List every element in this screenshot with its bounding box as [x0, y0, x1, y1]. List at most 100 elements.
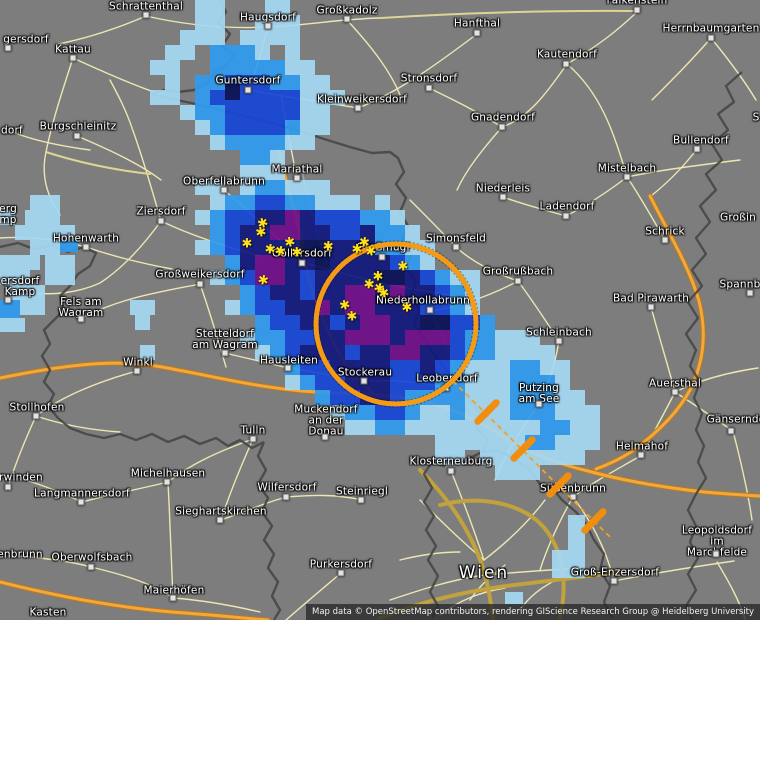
radar-cell	[270, 345, 285, 360]
map-canvas[interactable]: Schrattenthal Haugsdorf Großkadolz Falkenst…	[0, 0, 760, 620]
town-label: Oberwolfsbach	[51, 551, 133, 564]
radar-cell	[255, 315, 270, 330]
radar-cell	[555, 375, 570, 390]
town-label: Oberfellabrunn	[183, 175, 265, 188]
radar-cell	[480, 315, 495, 330]
town-marker	[535, 400, 543, 408]
town-label: Stetteldorf am Wagram	[192, 328, 258, 351]
town-label: Kautendorf	[536, 48, 598, 61]
town-marker	[562, 60, 570, 68]
radar-cell	[240, 225, 270, 240]
lightning-icon: ✱	[322, 239, 334, 255]
town-label: Guntersdorf	[215, 74, 281, 87]
radar-cell	[240, 30, 300, 45]
radar-cell	[405, 405, 420, 420]
radar-cell	[255, 285, 270, 300]
radar-cell	[210, 135, 225, 150]
town-label: Schleinbach	[526, 326, 592, 339]
radar-cell	[255, 345, 270, 360]
radar-cell	[390, 375, 435, 390]
radar-cell	[568, 550, 585, 578]
lightning-icon: ✱	[401, 300, 413, 316]
radar-cell	[505, 592, 523, 604]
track-time-tick	[581, 508, 607, 534]
town-marker	[378, 253, 386, 261]
radar-cell	[300, 285, 315, 300]
radar-cell	[390, 285, 405, 300]
radar-cell	[315, 390, 330, 405]
town-label: Ziersdorf	[136, 205, 186, 218]
town-marker	[712, 550, 720, 558]
town-label: Mariathal	[271, 163, 323, 176]
radar-cell	[135, 315, 150, 330]
radar-cell	[375, 300, 420, 315]
radar-cell	[300, 105, 330, 120]
radar-cell	[300, 375, 315, 390]
storm-circle-moderate[interactable]	[313, 241, 479, 407]
radar-cell	[255, 300, 285, 315]
town-marker	[284, 364, 292, 372]
radar-cell	[140, 345, 155, 360]
radar-cell	[270, 315, 300, 330]
town-marker	[220, 186, 228, 194]
town-label: Leobendorf	[416, 372, 478, 385]
town-marker	[77, 315, 85, 323]
radar-cell	[330, 255, 390, 270]
radar-cell	[285, 195, 315, 210]
town-marker	[73, 132, 81, 140]
radar-cell	[420, 345, 450, 360]
town-label: Groß-Enzersdorf	[570, 566, 660, 579]
radar-cell	[255, 45, 270, 60]
radar-cell	[555, 405, 585, 420]
radar-cell	[390, 345, 420, 360]
radar-cell	[180, 30, 225, 45]
radar-cell	[180, 105, 195, 120]
town-label: Burgschleinitz	[39, 120, 117, 133]
radar-cell	[0, 255, 40, 270]
radar-cell	[450, 285, 465, 300]
radar-cell	[285, 330, 315, 345]
radar-cell	[300, 225, 330, 240]
radar-cell	[240, 180, 255, 195]
radar-cell	[405, 285, 435, 300]
radar-cell	[510, 360, 540, 375]
radar-cell	[495, 345, 555, 360]
radar-cell	[240, 330, 255, 345]
radar-cell	[345, 420, 375, 435]
town-label: Steinriegl	[335, 485, 389, 498]
radar-cell	[405, 420, 450, 435]
radar-cell	[435, 435, 465, 450]
storm-circle-outline	[318, 246, 474, 402]
town-label: Kasten	[29, 606, 67, 619]
town-marker	[337, 569, 345, 577]
radar-cell	[345, 375, 390, 390]
radar-cell	[255, 255, 285, 270]
town-label: Gänserndo	[706, 413, 760, 426]
town-label: Wien	[458, 563, 510, 583]
track-time-tick	[546, 472, 572, 498]
town-label: Schrattenthal	[109, 0, 183, 13]
town-marker	[360, 377, 368, 385]
radar-cell	[255, 270, 285, 285]
lightning-icon: ✱	[291, 245, 303, 261]
radar-cell	[25, 210, 60, 225]
town-marker	[447, 467, 455, 475]
radar-cell	[345, 405, 375, 420]
town-marker	[82, 243, 90, 251]
town-marker	[727, 427, 735, 435]
radar-cell	[0, 300, 20, 318]
town-marker	[282, 493, 290, 501]
radar-cell	[225, 300, 240, 315]
radar-cell	[195, 210, 210, 225]
town-label: Wilfersdorf	[257, 481, 317, 494]
town-marker	[87, 563, 95, 571]
town-label: ersdorf Kamp	[0, 275, 40, 298]
radar-cell	[435, 390, 465, 405]
radar-cell	[345, 345, 360, 360]
town-marker	[293, 174, 301, 182]
town-marker	[498, 123, 506, 131]
town-marker	[249, 435, 257, 443]
radar-cell	[255, 195, 285, 210]
radar-cell	[195, 15, 225, 30]
